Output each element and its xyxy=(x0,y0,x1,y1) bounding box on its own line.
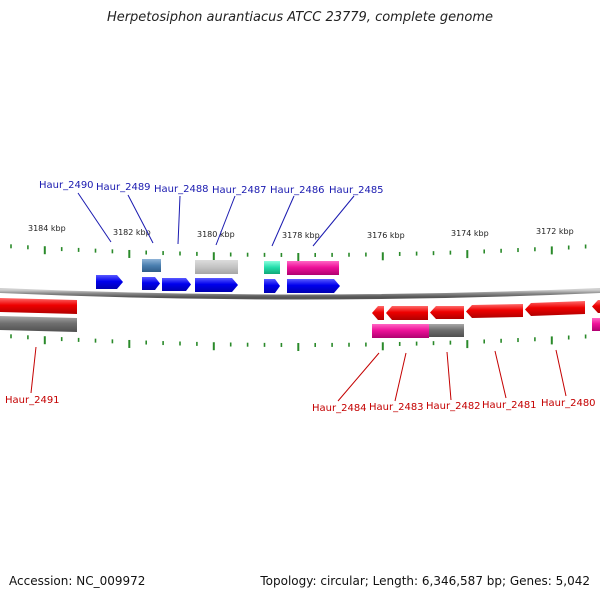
genome-backbone xyxy=(0,287,600,300)
gene-label[interactable]: Haur_2489 xyxy=(96,182,151,193)
feature-box[interactable] xyxy=(287,261,339,275)
kbp-labels: 3184 kbp 3182 kbp 3180 kbp 3178 kbp 3176… xyxy=(28,224,574,240)
gene-label[interactable]: Haur_2483 xyxy=(369,402,424,413)
kbp-label: 3172 kbp xyxy=(536,227,574,236)
feature-box[interactable] xyxy=(142,259,161,272)
gene-arrow[interactable] xyxy=(195,278,238,292)
gene-label[interactable]: Haur_2484 xyxy=(312,403,367,414)
gene-label[interactable]: Haur_2482 xyxy=(426,401,481,412)
gene-label[interactable]: Haur_2481 xyxy=(482,400,537,411)
feature-box[interactable] xyxy=(592,318,600,331)
gene-arrow[interactable] xyxy=(96,275,123,289)
feature-box[interactable] xyxy=(429,324,464,337)
topology-text: Topology: circular; Length: 6,346,587 bp… xyxy=(260,574,590,588)
gene-arrow[interactable] xyxy=(372,306,384,320)
gene-arrow[interactable] xyxy=(0,298,77,314)
gene-label[interactable]: Haur_2480 xyxy=(541,398,596,409)
kbp-label: 3182 kbp xyxy=(113,228,151,237)
reverse-gene-labels: Haur_2491 Haur_2484 Haur_2483 Haur_2482 … xyxy=(5,395,596,414)
feature-box[interactable] xyxy=(372,324,385,338)
gene-label[interactable]: Haur_2488 xyxy=(154,184,209,195)
gene-arrow[interactable] xyxy=(386,306,428,320)
forward-leader-lines xyxy=(77,192,355,247)
gene-arrow[interactable] xyxy=(162,278,191,291)
feature-box[interactable] xyxy=(385,324,429,338)
kbp-label: 3176 kbp xyxy=(367,231,405,240)
gene-arrow[interactable] xyxy=(592,300,600,313)
feature-box[interactable] xyxy=(264,261,280,274)
gene-label[interactable]: Haur_2487 xyxy=(212,185,267,196)
kbp-label: 3178 kbp xyxy=(282,231,320,240)
kbp-label: 3174 kbp xyxy=(451,229,489,238)
tick-marks-bottom xyxy=(10,334,587,351)
reverse-features xyxy=(0,298,600,338)
accession-text: Accession: NC_009972 xyxy=(9,574,146,588)
feature-box[interactable] xyxy=(0,316,77,332)
gene-arrow[interactable] xyxy=(525,301,585,316)
kbp-label: 3184 kbp xyxy=(28,224,66,233)
kbp-label: 3180 kbp xyxy=(197,230,235,239)
forward-features xyxy=(96,259,340,293)
gene-label[interactable]: Haur_2485 xyxy=(329,185,384,196)
map-title: Herpetosiphon aurantiacus ATCC 23779, co… xyxy=(106,10,494,25)
gene-label[interactable]: Haur_2491 xyxy=(5,395,60,406)
gene-label[interactable]: Haur_2490 xyxy=(39,180,94,191)
gene-label[interactable]: Haur_2486 xyxy=(270,185,325,196)
gene-arrow[interactable] xyxy=(466,304,523,318)
gene-arrow[interactable] xyxy=(287,279,340,293)
feature-box[interactable] xyxy=(195,260,238,274)
reverse-leader-lines xyxy=(30,346,567,402)
tick-marks-top xyxy=(10,244,587,261)
gene-arrow[interactable] xyxy=(264,279,280,293)
gene-arrow[interactable] xyxy=(142,277,160,290)
forward-gene-labels: Haur_2490 Haur_2489 Haur_2488 Haur_2487 … xyxy=(39,180,384,196)
gene-arrow[interactable] xyxy=(430,306,464,319)
